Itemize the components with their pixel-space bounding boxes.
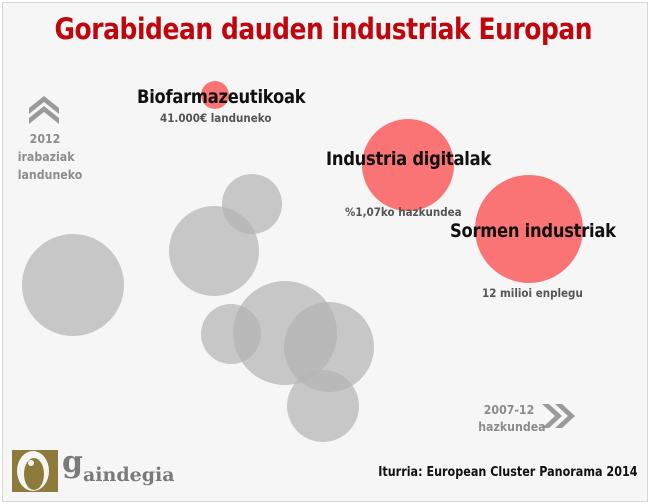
highlighted-industries-bubbles: [201, 81, 583, 283]
note-sormen-industriak: 12 milioi enplegu: [482, 286, 583, 300]
gaindegia-logo-text: gaindegia: [62, 445, 175, 487]
y-axis-unit: landuneko: [17, 167, 83, 182]
note-biofarmazeutikoak: 41.000€ landuneko: [160, 111, 272, 125]
y-axis-measure: irabaziak: [17, 149, 75, 164]
note-industria-digitalak: %1,07ko hazkundea: [345, 205, 462, 219]
double-chevron-up-icon: [29, 96, 59, 124]
bubble-other-3: [169, 206, 259, 296]
source-note: Iturria: European Cluster Panorama 2014: [378, 465, 638, 480]
x-axis-period: 2007-12: [483, 402, 535, 417]
logo-wordmark: aindegia: [82, 464, 175, 486]
label-industria-digitalak: Industria digitalak: [326, 148, 491, 170]
bubble-other-1: [22, 234, 124, 336]
x-axis-measure: hazkundea: [478, 419, 546, 434]
bubble-sormen-industriak: [475, 175, 583, 283]
bubble-other-7: [287, 370, 359, 442]
y-axis-year: 2012: [29, 131, 61, 146]
other-industries-bubbles: [22, 174, 374, 442]
bubble-other-6: [284, 302, 374, 392]
double-chevron-right-icon: [542, 404, 575, 428]
x-axis-label: 2007-12 hazkundea: [478, 401, 546, 435]
label-biofarmazeutikoak: Biofarmazeutikoak: [137, 86, 306, 108]
y-axis-label: 2012 irabaziak landuneko: [17, 130, 83, 184]
chart-title: Gorabidean dauden industriak Europan: [54, 12, 593, 46]
label-sormen-industriak: Sormen industriak: [450, 220, 616, 242]
gaindegia-logo-mark: [12, 450, 58, 492]
bubble-biofarmazeutikoak: [201, 81, 229, 109]
bubble-industria-digitalak: [362, 119, 454, 211]
